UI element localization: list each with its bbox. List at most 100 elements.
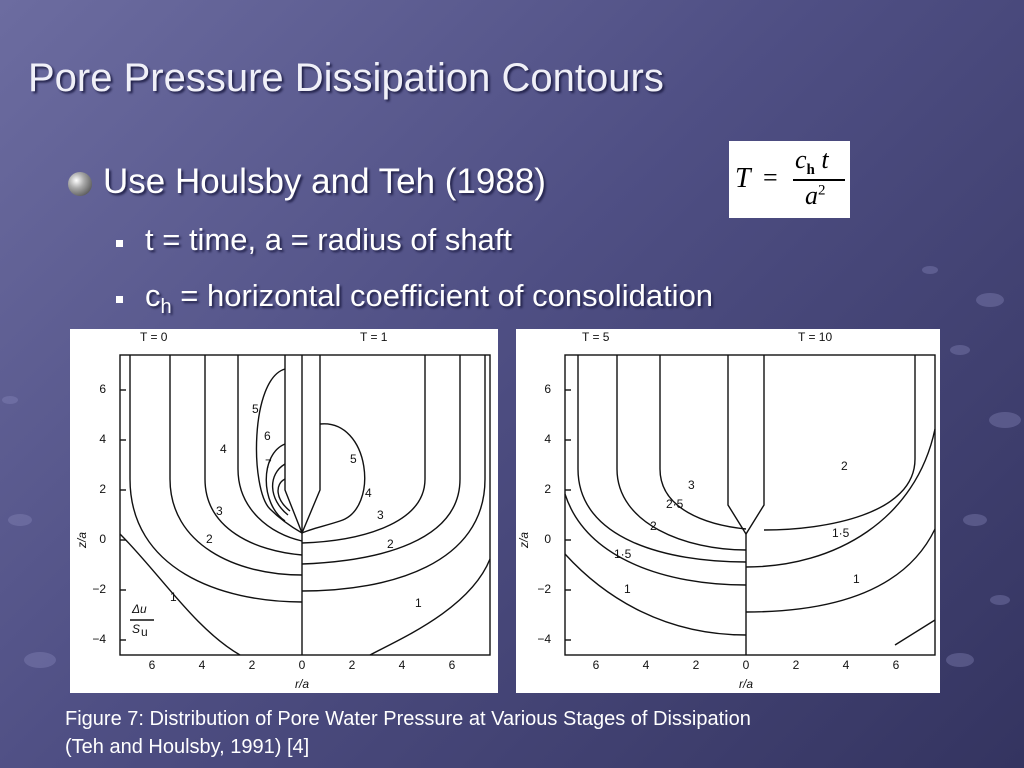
contour-line xyxy=(255,368,303,534)
contour-line xyxy=(129,355,303,603)
contour-label: 3 xyxy=(377,508,384,522)
frame xyxy=(564,354,936,656)
contour-plot: T = 0 T = 1 6 4 2 0 −2 −4 6 4 2 0 2 4 6 … xyxy=(75,330,491,691)
contour-line xyxy=(745,528,936,613)
contour-line xyxy=(204,355,303,556)
bullet: Use Houlsby and Teh (1988) xyxy=(103,162,546,201)
contours xyxy=(564,355,936,655)
sub-bullet-icon xyxy=(116,296,123,303)
caption-line: Figure 7: Distribution of Pore Water Pre… xyxy=(65,708,751,730)
contour-line xyxy=(369,558,491,656)
contour-label: 1·5 xyxy=(614,547,632,561)
contour-line xyxy=(564,493,747,586)
y-axis-label: z/a xyxy=(75,532,89,549)
x-tick-label: 2 xyxy=(793,658,800,672)
fraction-line xyxy=(793,179,845,181)
contour-line xyxy=(727,355,765,536)
sub-bullet-icon xyxy=(116,240,123,247)
shape xyxy=(24,652,56,668)
shape xyxy=(989,412,1021,428)
y-tick-label: 6 xyxy=(544,382,551,396)
x-tick-label: 2 xyxy=(349,658,356,672)
y-tick-label: 0 xyxy=(99,532,106,546)
caption: Figure 7: Distribution of Pore Water Pre… xyxy=(65,705,751,761)
x-tick-label: 6 xyxy=(449,658,456,672)
contour-line xyxy=(745,428,936,568)
contour-label: 4 xyxy=(365,486,372,500)
x-tick-label: 6 xyxy=(893,658,900,672)
contour-line xyxy=(237,355,303,542)
x-tick-label: 4 xyxy=(199,658,206,672)
contour-label: 1·5 xyxy=(832,526,850,540)
y-tick-label: 2 xyxy=(544,482,551,496)
x-tick-label: 0 xyxy=(299,658,306,672)
y-tick-label: 2 xyxy=(99,482,106,496)
contour-line xyxy=(169,355,303,576)
y-tick-label: 6 xyxy=(99,382,106,396)
x-tick-label: 2 xyxy=(693,658,700,672)
panel-label: T = 0 xyxy=(140,330,168,344)
formula: T = ch t a2 xyxy=(729,141,850,218)
contour-line xyxy=(301,423,366,534)
sub-bullet: ch = horizontal coefficient of consolida… xyxy=(145,278,713,319)
y-tick-label: 4 xyxy=(544,432,551,446)
contour-line xyxy=(577,355,747,563)
contour-line xyxy=(564,553,747,636)
lhs: T xyxy=(735,163,751,194)
contour-line xyxy=(301,355,461,565)
contour-line xyxy=(894,619,936,646)
contour-line xyxy=(616,355,747,551)
superscript: 2 xyxy=(818,182,826,199)
legend-subscript: u xyxy=(141,625,148,639)
frame xyxy=(119,354,491,656)
contour-plot: T = 5 T = 10 6 4 2 0 −2 −4 6 4 2 0 2 4 6… xyxy=(517,330,936,691)
contour-label: 3 xyxy=(688,478,695,492)
panel-label: T = 10 xyxy=(798,330,832,344)
contours xyxy=(119,355,491,656)
contour-line xyxy=(301,355,426,544)
x-tick-label: 6 xyxy=(149,658,156,672)
figure: T = 5 T = 10 6 4 2 0 −2 −4 6 4 2 0 2 4 6… xyxy=(516,329,940,693)
shape xyxy=(963,514,987,526)
x-tick-label: 2 xyxy=(249,658,256,672)
contour-label: 3 xyxy=(216,504,223,518)
y-tick-label: 4 xyxy=(99,432,106,446)
shape xyxy=(990,595,1010,605)
x-tick-label: 4 xyxy=(399,658,406,672)
contour-line xyxy=(277,478,291,512)
contour-line xyxy=(119,533,241,656)
x-tick-label: 0 xyxy=(743,658,750,672)
shape xyxy=(950,345,970,355)
x-tick-label: 4 xyxy=(643,658,650,672)
y-axis-label: z/a xyxy=(517,532,531,549)
contour-line xyxy=(301,355,486,592)
symbol: c xyxy=(795,145,807,174)
subscript: h xyxy=(806,162,815,179)
contour-label: 2 xyxy=(206,532,213,546)
panel-label: T = 5 xyxy=(582,330,610,344)
contour-label: 1 xyxy=(415,596,422,610)
contour-label: 1 xyxy=(853,572,860,586)
contour-label: 5 xyxy=(252,402,259,416)
shape xyxy=(8,514,32,526)
x-axis-label: r/a xyxy=(739,677,753,691)
y-tick-label: 0 xyxy=(544,532,551,546)
contour-label: 6 xyxy=(264,429,271,443)
y-tick-label: −2 xyxy=(537,582,551,596)
symbol: c xyxy=(145,278,161,313)
figure: T = 0 T = 1 6 4 2 0 −2 −4 6 4 2 0 2 4 6 … xyxy=(70,329,498,693)
shape xyxy=(2,396,18,404)
numerator: ch t xyxy=(795,145,829,179)
contour-line xyxy=(271,463,289,516)
symbol: a xyxy=(805,181,818,210)
contour-label: 2·5 xyxy=(666,497,684,511)
shape xyxy=(2,266,1021,668)
y-tick-label: −4 xyxy=(537,632,551,646)
sub-bullet: t = time, a = radius of shaft xyxy=(145,222,513,257)
legend-numerator: Δu xyxy=(131,602,147,616)
contour-label: 4 xyxy=(220,442,227,456)
subscript: h xyxy=(160,296,172,319)
panel-label: T = 1 xyxy=(360,330,388,344)
